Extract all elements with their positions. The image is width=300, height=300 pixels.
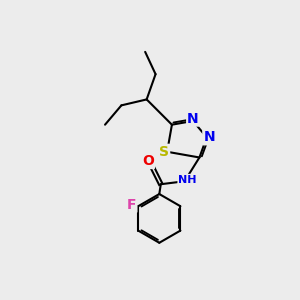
Text: O: O [142, 154, 154, 168]
Text: N: N [187, 112, 199, 126]
Text: S: S [159, 145, 169, 159]
Text: NH: NH [178, 175, 197, 185]
Text: N: N [203, 130, 215, 144]
Text: F: F [127, 198, 136, 212]
